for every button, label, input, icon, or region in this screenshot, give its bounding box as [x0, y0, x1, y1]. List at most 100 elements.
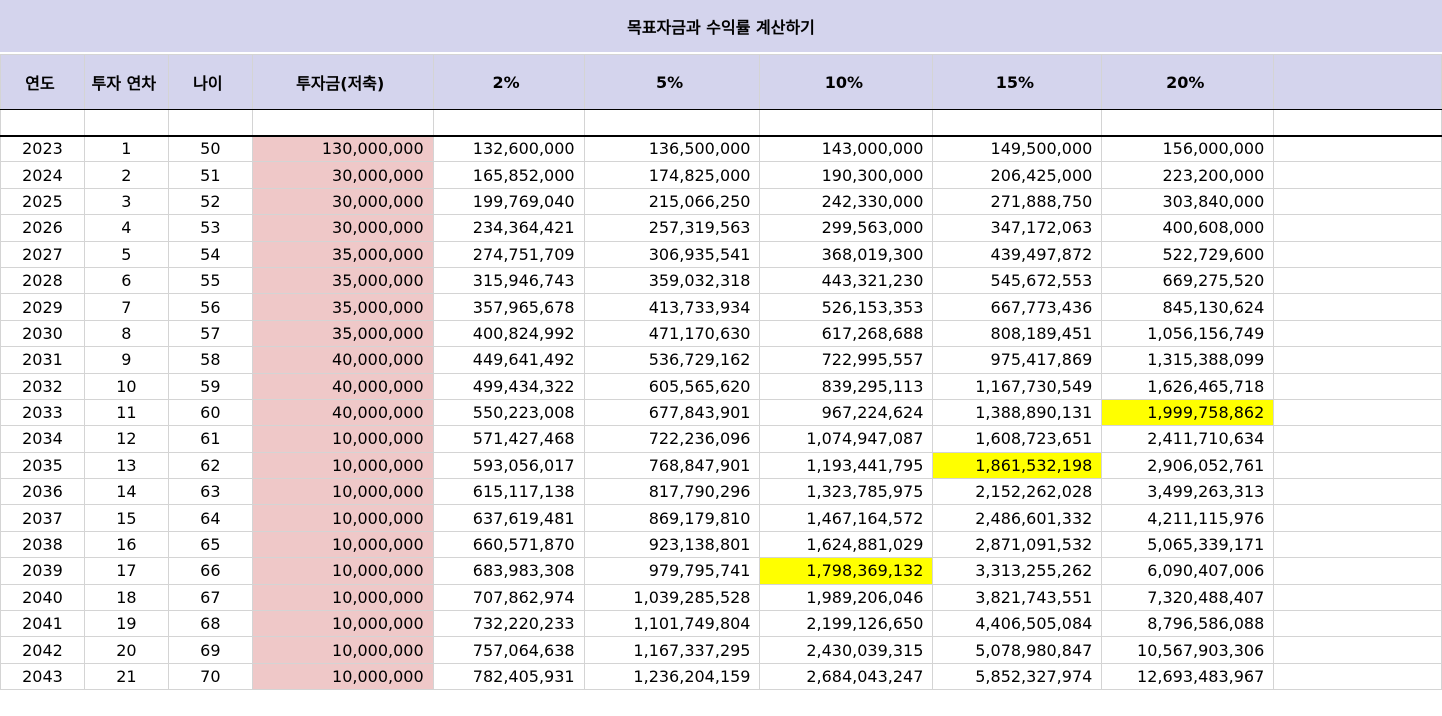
cell[interactable] — [1273, 134, 1442, 163]
cell[interactable]: 30,000,000 — [251, 187, 434, 216]
cell[interactable]: 62 — [167, 451, 253, 480]
cell[interactable]: 2023 — [0, 134, 85, 163]
cell[interactable]: 53 — [167, 214, 253, 242]
cell[interactable] — [1273, 187, 1442, 216]
cell[interactable]: 4,211,115,976 — [1101, 504, 1275, 532]
cell[interactable]: 50 — [167, 134, 253, 163]
cell[interactable]: 10,000,000 — [251, 530, 434, 559]
cell[interactable]: 18 — [83, 583, 169, 612]
cell[interactable]: 57 — [167, 319, 253, 348]
cell[interactable]: 21 — [83, 662, 169, 691]
cell[interactable]: 10,000,000 — [251, 478, 434, 506]
cell[interactable]: 2037 — [0, 504, 85, 532]
cell[interactable]: 10,000,000 — [251, 557, 434, 585]
cell[interactable]: 2041 — [0, 610, 85, 638]
cell[interactable]: 15 — [83, 504, 169, 532]
cell[interactable]: 149,500,000 — [932, 134, 1103, 163]
cell[interactable]: 5 — [83, 240, 169, 268]
cell[interactable]: 2,684,043,247 — [759, 662, 934, 691]
cell[interactable]: 400,824,992 — [432, 319, 585, 348]
cell[interactable]: 257,319,563 — [583, 214, 761, 242]
cell[interactable]: 10,000,000 — [251, 583, 434, 612]
cell[interactable]: 223,200,000 — [1101, 161, 1275, 189]
cell[interactable]: 637,619,481 — [432, 504, 585, 532]
cell[interactable] — [1273, 478, 1442, 506]
cell[interactable]: 3,313,255,262 — [932, 557, 1103, 585]
cell[interactable]: 70 — [167, 662, 253, 691]
cell[interactable]: 2,152,262,028 — [932, 478, 1103, 506]
cell[interactable]: 54 — [167, 240, 253, 268]
cell[interactable] — [1273, 504, 1442, 532]
cell[interactable]: 449,641,492 — [432, 346, 585, 374]
cell[interactable]: 35,000,000 — [251, 319, 434, 348]
cell[interactable]: 1,236,204,159 — [583, 662, 761, 691]
cell[interactable]: 165,852,000 — [432, 161, 585, 189]
cell[interactable] — [1273, 583, 1442, 612]
cell[interactable]: 2029 — [0, 293, 85, 321]
cell[interactable]: 30,000,000 — [251, 214, 434, 242]
cell[interactable]: 1,608,723,651 — [932, 425, 1103, 453]
cell[interactable]: 274,751,709 — [432, 240, 585, 268]
cell[interactable]: 190,300,000 — [759, 161, 934, 189]
header-rate-15[interactable]: 15% — [932, 54, 1103, 110]
cell[interactable]: 526,153,353 — [759, 293, 934, 321]
header-empty[interactable] — [1273, 54, 1442, 110]
cell[interactable]: 368,019,300 — [759, 240, 934, 268]
cell[interactable]: 2,199,126,650 — [759, 610, 934, 638]
cell[interactable]: 16 — [83, 530, 169, 559]
cell[interactable]: 59 — [167, 372, 253, 400]
cell[interactable]: 357,965,678 — [432, 293, 585, 321]
cell[interactable] — [0, 109, 85, 137]
cell[interactable]: 808,189,451 — [932, 319, 1103, 348]
cell[interactable]: 17 — [83, 557, 169, 585]
cell[interactable]: 347,172,063 — [932, 214, 1103, 242]
cell[interactable]: 3 — [83, 187, 169, 216]
cell[interactable]: 132,600,000 — [432, 134, 585, 163]
cell[interactable]: 669,275,520 — [1101, 266, 1275, 295]
cell[interactable]: 1,315,388,099 — [1101, 346, 1275, 374]
cell[interactable]: 722,995,557 — [759, 346, 934, 374]
cell[interactable]: 5,852,327,974 — [932, 662, 1103, 691]
cell[interactable]: 299,563,000 — [759, 214, 934, 242]
cell[interactable] — [1273, 346, 1442, 374]
cell[interactable] — [1273, 293, 1442, 321]
cell[interactable] — [1101, 109, 1275, 137]
cell[interactable] — [1273, 451, 1442, 480]
cell[interactable]: 1,989,206,046 — [759, 583, 934, 612]
cell[interactable]: 1,861,532,198 — [932, 451, 1103, 480]
cell[interactable]: 2039 — [0, 557, 85, 585]
cell[interactable]: 19 — [83, 610, 169, 638]
cell[interactable]: 306,935,541 — [583, 240, 761, 268]
cell[interactable]: 206,425,000 — [932, 161, 1103, 189]
cell[interactable]: 69 — [167, 636, 253, 664]
cell[interactable]: 967,224,624 — [759, 398, 934, 427]
cell[interactable]: 14 — [83, 478, 169, 506]
cell[interactable]: 35,000,000 — [251, 266, 434, 295]
cell[interactable]: 174,825,000 — [583, 161, 761, 189]
cell[interactable] — [1273, 109, 1442, 137]
cell[interactable]: 2031 — [0, 346, 85, 374]
cell[interactable] — [1273, 557, 1442, 585]
cell[interactable]: 5,078,980,847 — [932, 636, 1103, 664]
cell[interactable]: 979,795,741 — [583, 557, 761, 585]
cell[interactable]: 40,000,000 — [251, 398, 434, 427]
cell[interactable] — [583, 109, 761, 137]
cell[interactable]: 6,090,407,006 — [1101, 557, 1275, 585]
cell[interactable]: 10,000,000 — [251, 504, 434, 532]
cell[interactable]: 10,000,000 — [251, 451, 434, 480]
cell[interactable]: 199,769,040 — [432, 187, 585, 216]
cell[interactable]: 2026 — [0, 214, 85, 242]
cell[interactable]: 617,268,688 — [759, 319, 934, 348]
cell[interactable]: 63 — [167, 478, 253, 506]
header-rate-20[interactable]: 20% — [1101, 54, 1275, 110]
cell[interactable]: 1,467,164,572 — [759, 504, 934, 532]
cell[interactable]: 1,626,465,718 — [1101, 372, 1275, 400]
cell[interactable]: 2034 — [0, 425, 85, 453]
cell[interactable]: 1,624,881,029 — [759, 530, 934, 559]
cell[interactable] — [1273, 161, 1442, 189]
cell[interactable] — [1273, 610, 1442, 638]
cell[interactable]: 55 — [167, 266, 253, 295]
cell[interactable]: 923,138,801 — [583, 530, 761, 559]
cell[interactable] — [251, 109, 434, 137]
cell[interactable]: 64 — [167, 504, 253, 532]
